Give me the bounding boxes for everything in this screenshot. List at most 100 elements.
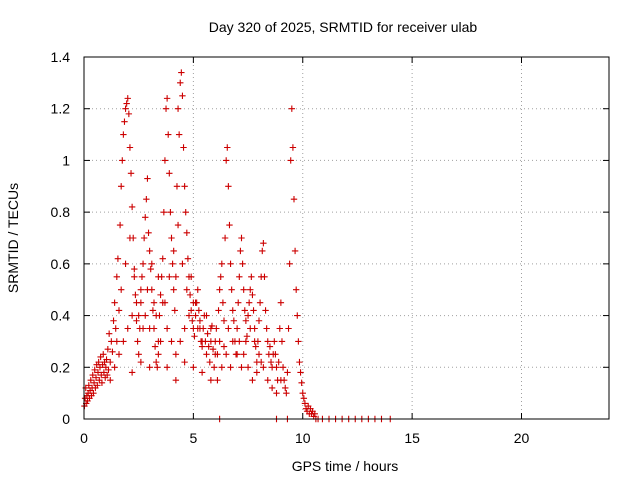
data-point [301, 400, 309, 407]
data-point [119, 157, 126, 164]
data-point [162, 105, 170, 112]
data-point [161, 157, 169, 164]
data-point [103, 371, 111, 379]
data-point [242, 317, 250, 324]
data-point [216, 286, 223, 293]
data-point [137, 286, 145, 293]
data-point [247, 325, 254, 332]
data-point [273, 364, 280, 371]
data-point [178, 69, 185, 76]
data-point [184, 255, 192, 262]
data-point [277, 377, 285, 384]
data-point [263, 325, 270, 332]
data-point [113, 338, 121, 345]
data-point [291, 247, 299, 255]
data-point [248, 273, 255, 280]
data-point [239, 260, 246, 268]
data-point [240, 286, 247, 293]
data-point [229, 338, 236, 345]
data-point [266, 343, 274, 350]
data-point [117, 183, 125, 190]
y-tick-label: 0.2 [51, 359, 71, 375]
data-point [189, 317, 196, 324]
data-point [196, 325, 204, 332]
data-point [225, 325, 232, 332]
data-point [207, 377, 215, 384]
data-point [108, 338, 115, 345]
data-point [145, 229, 152, 237]
y-axis-label: SRMTID / TECUs [5, 183, 21, 293]
data-point [273, 389, 280, 397]
data-point [137, 358, 145, 366]
data-point [268, 384, 276, 392]
data-point [295, 338, 302, 345]
data-point [146, 325, 153, 332]
data-point [177, 338, 184, 345]
data-point [181, 325, 188, 332]
data-point [131, 273, 138, 280]
data-point [183, 229, 191, 237]
data-point [191, 333, 198, 340]
data-point [311, 410, 318, 418]
data-point [241, 307, 248, 314]
data-point [299, 389, 306, 397]
data-point [247, 286, 254, 293]
data-point [90, 389, 97, 397]
data-point [146, 247, 153, 255]
data-point [275, 358, 282, 366]
data-point [154, 364, 161, 371]
data-point [168, 234, 175, 242]
data-point [112, 325, 119, 332]
data-point [94, 369, 102, 376]
data-point [110, 317, 117, 324]
data-point [261, 273, 268, 280]
data-point [255, 351, 263, 358]
data-point [217, 273, 224, 280]
data-point [120, 131, 127, 138]
data-point [126, 234, 134, 242]
data-point [89, 371, 96, 379]
data-point [124, 95, 131, 102]
data-point [235, 299, 242, 306]
data-point [271, 338, 278, 345]
data-point [143, 196, 150, 203]
data-point [113, 273, 121, 280]
data-point [289, 144, 297, 151]
data-point [219, 299, 227, 306]
data-point [236, 273, 243, 280]
data-point [185, 312, 193, 319]
data-point [138, 273, 146, 280]
data-point [133, 317, 140, 324]
data-point [111, 299, 118, 306]
data-point [203, 351, 210, 358]
data-point [238, 234, 245, 242]
data-point [167, 208, 174, 216]
data-point [285, 325, 292, 332]
data-point [253, 369, 261, 376]
data-point [183, 286, 191, 293]
data-point [105, 366, 112, 374]
plot-frame [83, 56, 610, 420]
data-point [272, 351, 279, 358]
data-point [168, 338, 175, 345]
data-point [144, 286, 151, 293]
data-point [128, 312, 136, 319]
data-point [214, 377, 221, 384]
data-point [203, 312, 210, 319]
data-point [276, 325, 283, 332]
data-point [264, 338, 271, 345]
y-tick-label: 0.8 [51, 204, 71, 220]
data-point [166, 273, 173, 280]
data-point [192, 312, 199, 319]
data-point [216, 338, 223, 345]
data-point [109, 348, 116, 355]
data-point [163, 364, 171, 371]
chart-title: Day 320 of 2025, SRMTID for receiver ula… [209, 19, 478, 35]
data-point [230, 317, 238, 324]
data-point [227, 260, 234, 268]
data-point [95, 358, 102, 366]
data-point [115, 351, 123, 358]
y-tick-label: 1 [62, 152, 70, 168]
x-tick-label: 20 [514, 430, 530, 446]
y-tick-label: 1.4 [51, 49, 71, 65]
